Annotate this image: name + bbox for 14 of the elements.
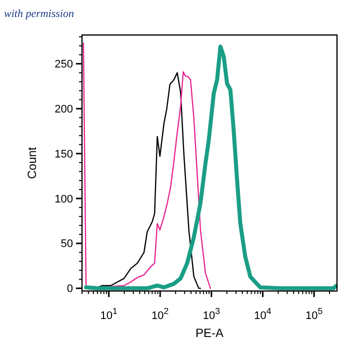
x-tick-label: 10$^{4}$ [254, 306, 272, 322]
x-axis-title: PE-A [195, 326, 224, 340]
y-tick-label: 200 [54, 104, 73, 116]
x-tick-label: 10$^{5}$ [305, 306, 323, 322]
x-tick-label: 10$^{3}$ [202, 306, 220, 322]
y-tick-label: 0 [66, 283, 73, 296]
y-axis-title: Count [25, 146, 39, 180]
y-tick-label: 150 [54, 148, 73, 160]
y-tick-label: 100 [54, 193, 73, 206]
x-tick-label: 10$^{1}$ [100, 306, 118, 322]
text: with permission [4, 8, 74, 20]
x-tick-label: 10$^{2}$ [152, 306, 169, 322]
y-tick-label: 50 [60, 238, 73, 250]
y-tick-label: 250 [54, 58, 73, 71]
